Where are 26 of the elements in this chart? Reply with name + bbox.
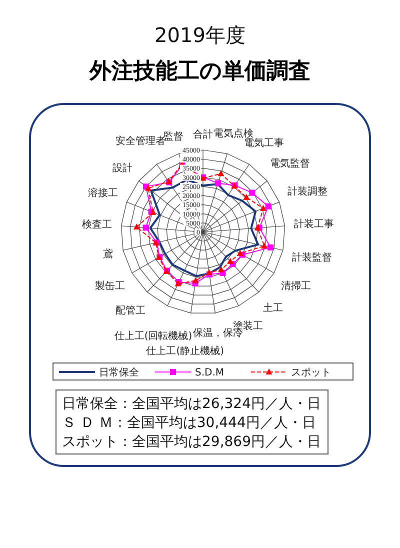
- spoke-label: 計装工事: [294, 218, 334, 230]
- spoke-label: 電気工事: [244, 137, 284, 150]
- text: スポット：全国平均は29,869円／人・日: [62, 434, 321, 450]
- spoke-label: 配管工: [116, 305, 146, 316]
- spoke-label: 電気監督: [270, 157, 310, 170]
- spoke-label: 監督: [163, 130, 184, 142]
- legend-label: 日常保全: [99, 366, 139, 378]
- chart-title: 2019年度: [154, 23, 246, 47]
- text: Ｓ Ｄ Ｍ：全国平均は30,444円／人・日: [62, 415, 316, 431]
- spoke-label: 設計: [112, 162, 132, 174]
- text: 日常保全：全国平均は26,324円／人・日: [62, 396, 321, 412]
- spoke-label: 土工: [263, 302, 284, 314]
- spoke-label: 製缶工: [94, 280, 125, 292]
- legend-label: スポット: [291, 368, 331, 378]
- spoke-label: 仕上工(回転機械): [114, 330, 192, 342]
- spoke-label: 鳶: [103, 248, 114, 260]
- spoke-label: 保温，保冷: [193, 327, 244, 340]
- spoke-label: 合計: [193, 128, 213, 140]
- spoke-label: 清掃工: [281, 280, 312, 292]
- spoke-label: 検査工: [82, 218, 112, 231]
- spoke-label: 仕上工(静止機械): [146, 345, 224, 358]
- spoke-label: 計装監督: [292, 251, 332, 264]
- spoke-label: 溶接工: [88, 187, 118, 200]
- legend-label: S.D.M: [195, 368, 224, 378]
- spoke-label: 計装調整: [287, 186, 328, 198]
- chart-subtitle: 外注技能工の単価調査: [88, 58, 310, 84]
